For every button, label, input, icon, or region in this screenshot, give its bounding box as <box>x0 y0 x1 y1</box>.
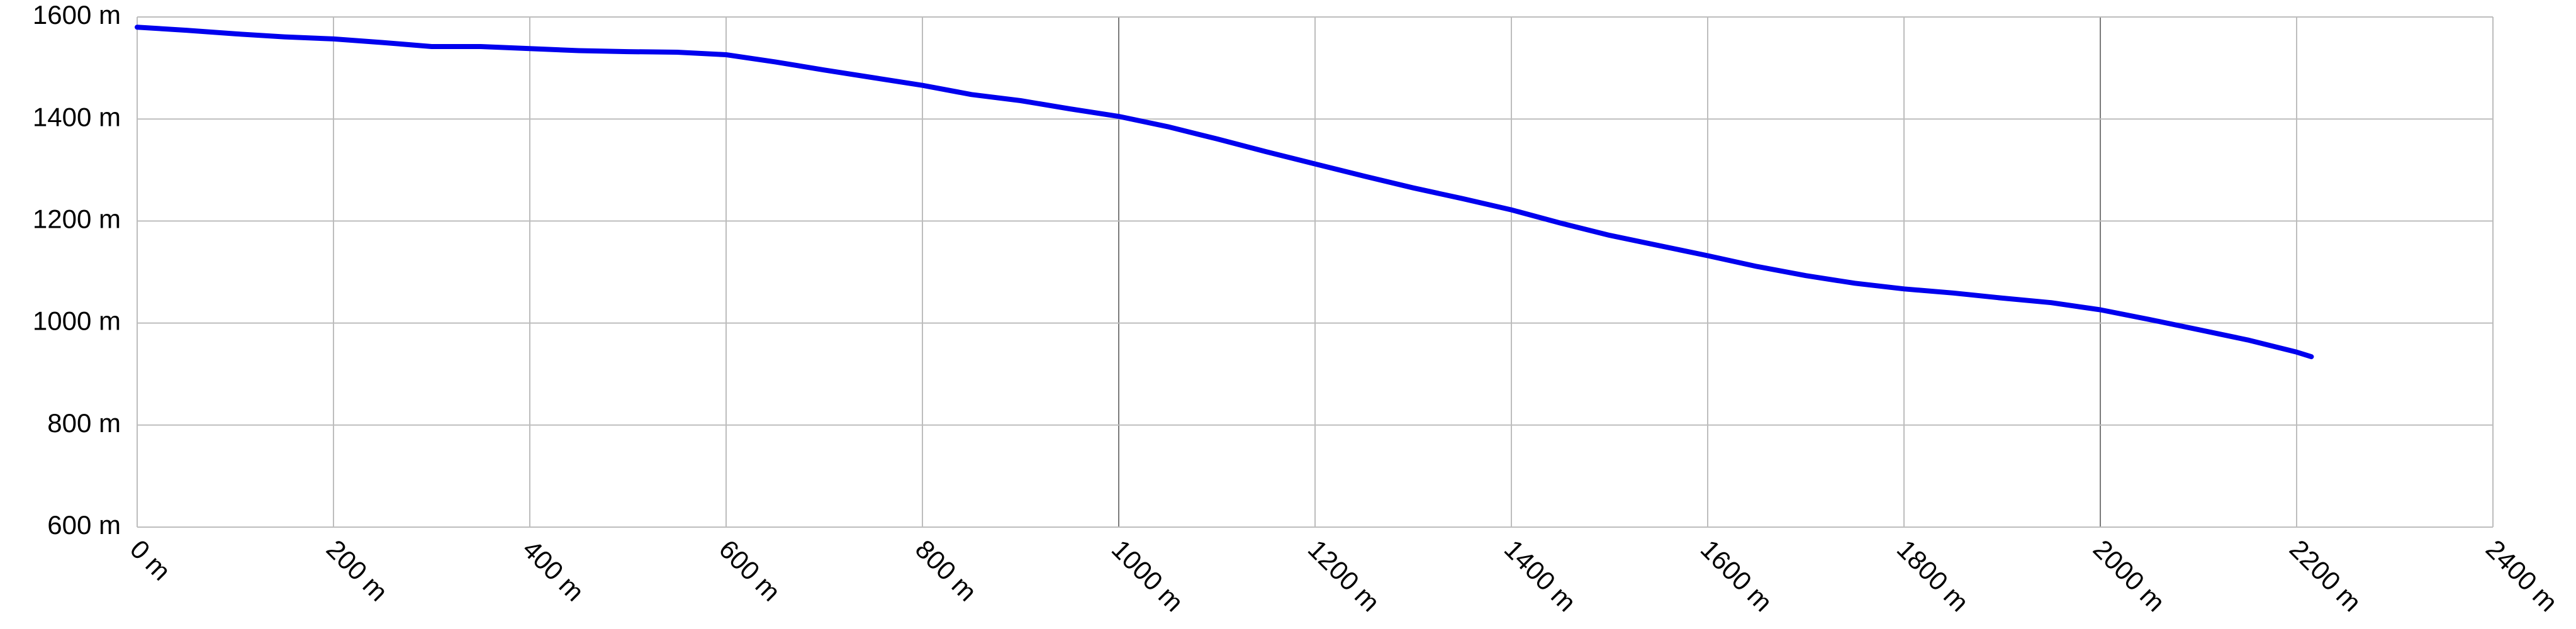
elevation-series-line <box>135 25 2314 360</box>
y-tick-label: 1600 m <box>33 0 121 30</box>
y-tick-label: 1400 m <box>33 102 121 131</box>
y-tick-labels: 600 m 800 m 1000 m 1200 m 1400 m 1600 m <box>33 0 121 540</box>
y-tick-label: 1200 m <box>33 204 121 233</box>
x-grid-lines <box>137 17 2494 527</box>
y-grid-lines <box>137 16 2493 528</box>
series-layer <box>135 25 2314 360</box>
y-tick-label: 800 m <box>47 408 121 438</box>
y-tick-label: 600 m <box>47 510 121 540</box>
y-tick-label: 1000 m <box>33 306 121 336</box>
